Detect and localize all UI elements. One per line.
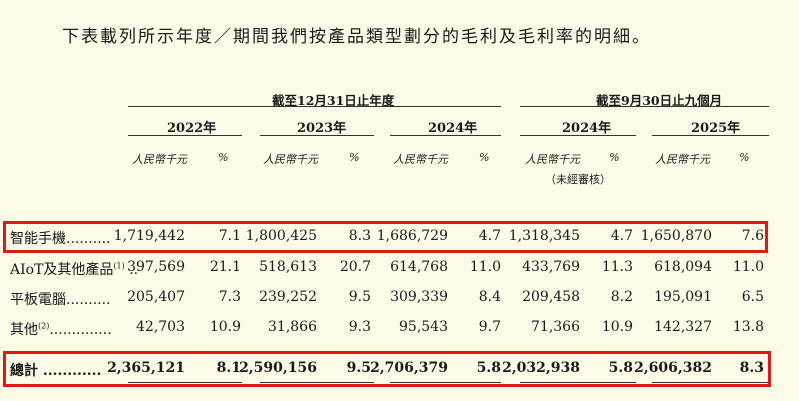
value-cell: 433,769 [522,259,580,275]
table-row-others: 其他(2).............. 42,703 10.9 31,866 9… [0,319,799,343]
value-cell: 2,032,938 [502,360,580,376]
value-cell: 42,703 [136,319,185,335]
pct-label-2025-9m: % [739,151,750,164]
year-rule-2022 [128,135,242,136]
group-header-nine-months: 截至9月30日止九個月 [596,93,723,108]
table-row-smartphone: 智能手機.......... 1,719,442 7.1 1,800,425 8… [0,228,799,252]
total-rule-2023 [260,351,374,352]
value-cell: 239,252 [259,289,317,305]
value-cell: 2,706,379 [370,360,448,376]
intro-text: 下表載列所示年度／期間我們按產品類型劃分的毛利及毛利率的明細。 [62,27,651,47]
unit-label-2023: 人民幣千元 [263,153,318,166]
pct-cell: 11.3 [601,259,633,275]
total-rule-2024 [390,351,501,352]
row-label: 平板電腦.......... [10,292,111,308]
year-header-2024-9m: 2024年 [562,121,612,136]
pct-cell: 8.2 [610,289,633,305]
value-cell: 397,569 [127,259,185,275]
pct-cell: 4.7 [478,228,501,244]
value-cell: 95,543 [399,319,448,335]
value-cell: 195,091 [654,289,712,305]
value-cell: 518,613 [259,259,317,275]
unit-label-2024-9m: 人民幣千元 [525,153,580,166]
year-header-2022: 2022年 [167,121,217,136]
value-cell: 1,719,442 [113,228,185,244]
value-cell: 71,366 [531,319,580,335]
year-rule-2025-9m [652,135,769,136]
year-rule-2024-9m [520,135,636,136]
year-header-2024: 2024年 [428,121,478,136]
unaudited-note: （未經審核） [545,173,611,186]
unit-label-2022: 人民幣千元 [132,153,187,166]
group-rule-annual [128,106,501,107]
pct-cell: 7.1 [218,228,241,244]
row-label: 智能手機.......... [10,231,111,247]
pct-cell: 11.0 [469,259,501,275]
pct-cell: 8.3 [348,228,371,244]
value-cell: 2,365,121 [107,360,185,376]
pct-label-2024-9m: % [609,151,620,164]
value-cell: 1,800,425 [245,228,317,244]
total-rule-2024-9m [520,351,636,352]
year-header-2023: 2023年 [297,121,347,136]
pct-cell: 21.1 [209,259,241,275]
total-rule-2025-9m [652,351,769,352]
pct-cell: 7.3 [218,289,241,305]
pct-cell: 8.3 [739,360,764,376]
value-cell: 142,327 [654,319,712,335]
unit-label-2025-9m: 人民幣千元 [655,153,710,166]
pct-cell: 8.4 [478,289,501,305]
pct-cell: 5.8 [608,360,633,376]
value-cell: 205,407 [127,289,185,305]
pct-cell: 8.1 [216,360,241,376]
total-double-rule-2023 [260,382,374,387]
pct-label-2023: % [349,151,360,164]
pct-cell: 9.5 [348,289,371,305]
value-cell: 31,866 [268,319,317,335]
pct-cell: 11.0 [732,259,764,275]
value-cell: 1,318,345 [508,228,580,244]
value-cell: 2,590,156 [239,360,317,376]
year-rule-2024 [390,135,501,136]
group-header-annual: 截至12月31日止年度 [272,93,395,108]
pct-cell: 10.9 [601,319,633,335]
pct-cell: 9.7 [478,319,501,335]
table-row-aiot: AIoT及其他產品(1) .. 397,569 21.1 518,613 20.… [0,259,799,283]
group-rule-nine-months [520,106,769,107]
row-label: AIoT及其他產品(1) .. [10,261,139,278]
value-cell: 1,686,729 [376,228,448,244]
value-cell: 614,768 [390,259,448,275]
pct-label-2024: % [479,151,490,164]
value-cell: 209,458 [522,289,580,305]
value-cell: 2,606,382 [634,360,712,376]
pct-cell: 6.5 [741,289,764,305]
total-double-rule-2024-9m [520,382,636,387]
total-rule-2022 [128,351,242,352]
table-row-total: 總計 ............ 2,365,121 8.1 2,590,156 … [0,360,799,384]
pct-cell: 9.3 [348,319,371,335]
pct-label-2022: % [218,151,229,164]
total-double-rule-2022 [128,382,242,387]
value-cell: 1,650,870 [640,228,712,244]
table-row-tablet: 平板電腦.......... 205,407 7.3 239,252 9.5 3… [0,289,799,313]
pct-cell: 5.8 [476,360,501,376]
year-rule-2023 [260,135,374,136]
value-cell: 618,094 [654,259,712,275]
pct-cell: 20.7 [339,259,371,275]
total-double-rule-2024 [390,382,501,387]
row-label: 其他(2).............. [10,321,112,338]
year-header-2025-9m: 2025年 [691,121,741,136]
total-double-rule-2025-9m [652,382,769,387]
pct-cell: 10.9 [209,319,241,335]
value-cell: 309,339 [390,289,448,305]
pct-cell: 9.5 [346,360,371,376]
pct-cell: 4.7 [610,228,633,244]
unit-label-2024: 人民幣千元 [393,153,448,166]
row-label: 總計 ............ [10,363,102,379]
pct-cell: 13.8 [732,319,764,335]
pct-cell: 7.6 [741,228,764,244]
